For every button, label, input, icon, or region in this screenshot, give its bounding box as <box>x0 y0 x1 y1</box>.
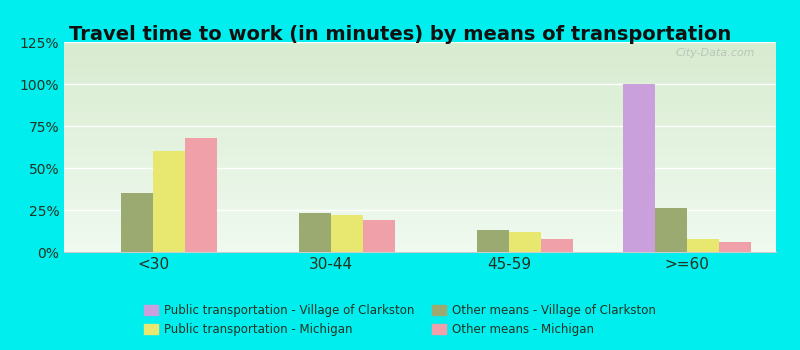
Bar <box>363 220 395 252</box>
Bar <box>121 193 153 252</box>
Bar <box>719 242 751 252</box>
Bar <box>477 230 509 252</box>
Legend: Public transportation - Village of Clarkston, Public transportation - Michigan, : Public transportation - Village of Clark… <box>139 299 661 341</box>
Bar <box>623 84 655 252</box>
Bar <box>687 239 719 252</box>
Text: Travel time to work (in minutes) by means of transportation: Travel time to work (in minutes) by mean… <box>69 25 731 43</box>
Bar <box>509 232 541 252</box>
Bar <box>331 215 363 252</box>
Text: City-Data.com: City-Data.com <box>675 48 754 58</box>
Bar <box>541 239 573 252</box>
Bar <box>153 151 185 252</box>
Bar <box>185 138 217 252</box>
Bar <box>655 208 687 252</box>
Bar <box>299 214 331 252</box>
